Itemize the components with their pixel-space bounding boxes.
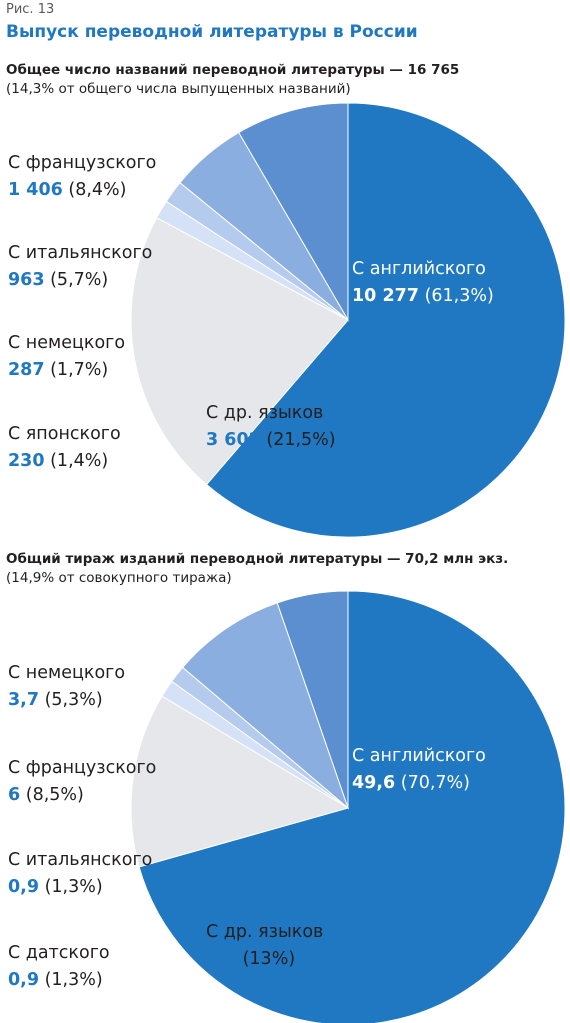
- figure-label: Рис. 13: [6, 2, 55, 17]
- chart-1-label-german: С немецкого 287 (1,7%): [8, 330, 125, 384]
- chart-2-value-danish: 0,9: [8, 970, 40, 990]
- chart-2-subtitle: (14,9% от совокупного тиража): [6, 570, 232, 586]
- chart-2-label-danish: С датского 0,9 (1,3%): [8, 940, 110, 994]
- chart-1-share-other: (21,5%): [266, 430, 336, 450]
- chart-1-pie: [130, 102, 566, 538]
- chart-1-title: Общее число названий переводной литерату…: [6, 62, 460, 78]
- chart-2-value-italian: 0,9: [8, 877, 40, 897]
- chart-1-label-japanese: С японского 230 (1,4%): [8, 421, 121, 475]
- chart-1-share-french: (8,4%): [68, 180, 127, 200]
- chart-2-label-other: С др. языков 9,1 (13%): [206, 919, 323, 973]
- chart-2-value-other: 9,1: [206, 949, 238, 969]
- chart-2-share-german: (5,3%): [44, 690, 103, 710]
- chart-1-name-french: С французского: [8, 153, 157, 173]
- chart-2-share-english: (70,7%): [400, 773, 471, 793]
- chart-1-name-italian: С итальянского: [8, 243, 153, 263]
- chart-2-name-danish: С датского: [8, 943, 110, 963]
- chart-1-share-english: (61,3%): [424, 286, 494, 306]
- chart-1-value-other: 3 602: [206, 430, 261, 450]
- chart-2-share-french: (8,5%): [25, 785, 84, 805]
- chart-1-slice-english: [205, 102, 566, 538]
- chart-1-name-english: С английского: [352, 259, 486, 279]
- chart-1-share-italian: (5,7%): [50, 270, 109, 290]
- chart-1-value-italian: 963: [8, 270, 45, 290]
- chart-1-label-italian: С итальянского 963 (5,7%): [8, 240, 152, 294]
- chart-2-share-other: (13%): [242, 949, 296, 969]
- chart-1-share-japanese: (1,4%): [50, 451, 109, 471]
- chart-2-share-italian: (1,3%): [44, 877, 103, 897]
- chart-2-name-italian: С итальянского: [8, 850, 153, 870]
- chart-2-title: Общий тираж изданий переводной литератур…: [6, 551, 509, 567]
- chart-1-label-english: С английского 10 277 (61,3%): [352, 256, 494, 310]
- chart-1-slice-other: [130, 217, 349, 486]
- chart-1-name-other: С др. языков: [206, 403, 324, 423]
- chart-1-name-japanese: С японского: [8, 424, 121, 444]
- chart-2-label-french: С французского 6 (8,5%): [8, 755, 156, 809]
- chart-1-label-other: С др. языков 3 602 (21,5%): [206, 400, 336, 454]
- chart-2-share-danish: (1,3%): [44, 970, 103, 990]
- chart-1-name-german: С немецкого: [8, 333, 126, 353]
- chart-1-share-german: (1,7%): [50, 360, 109, 380]
- chart-2-label-italian: С итальянского 0,9 (1,3%): [8, 847, 152, 901]
- chart-2-name-other: С др. языков: [206, 922, 324, 942]
- chart-2-slice-slice-3: [181, 602, 350, 810]
- chart-2-slice-english: [138, 590, 566, 1023]
- chart-2-slice-other: [130, 695, 350, 868]
- chart-2-value-english: 49,6: [352, 773, 396, 793]
- chart-2-value-german: 3,7: [8, 690, 40, 710]
- figure-title: Выпуск переводной литературы в России: [6, 22, 418, 42]
- chart-1-value-german: 287: [8, 360, 45, 380]
- chart-2-label-english: С английского 49,6 (70,7%): [352, 743, 486, 797]
- chart-1-label-french: С французского 1 406 (8,4%): [8, 150, 156, 204]
- chart-2-name-english: С английского: [352, 746, 486, 766]
- chart-2-name-german: С немецкого: [8, 663, 126, 683]
- chart-2-label-german: С немецкого 3,7 (5,3%): [8, 660, 125, 714]
- chart-1-subtitle: (14,3% от общего числа выпущенных назван…: [6, 81, 351, 97]
- chart-1-value-english: 10 277: [352, 286, 419, 306]
- chart-2-name-french: С французского: [8, 758, 157, 778]
- chart-1-value-japanese: 230: [8, 451, 45, 471]
- chart-2-value-french: 6: [8, 785, 21, 805]
- chart-1-value-french: 1 406: [8, 180, 63, 200]
- chart-1-slice-slice-2: [238, 102, 349, 322]
